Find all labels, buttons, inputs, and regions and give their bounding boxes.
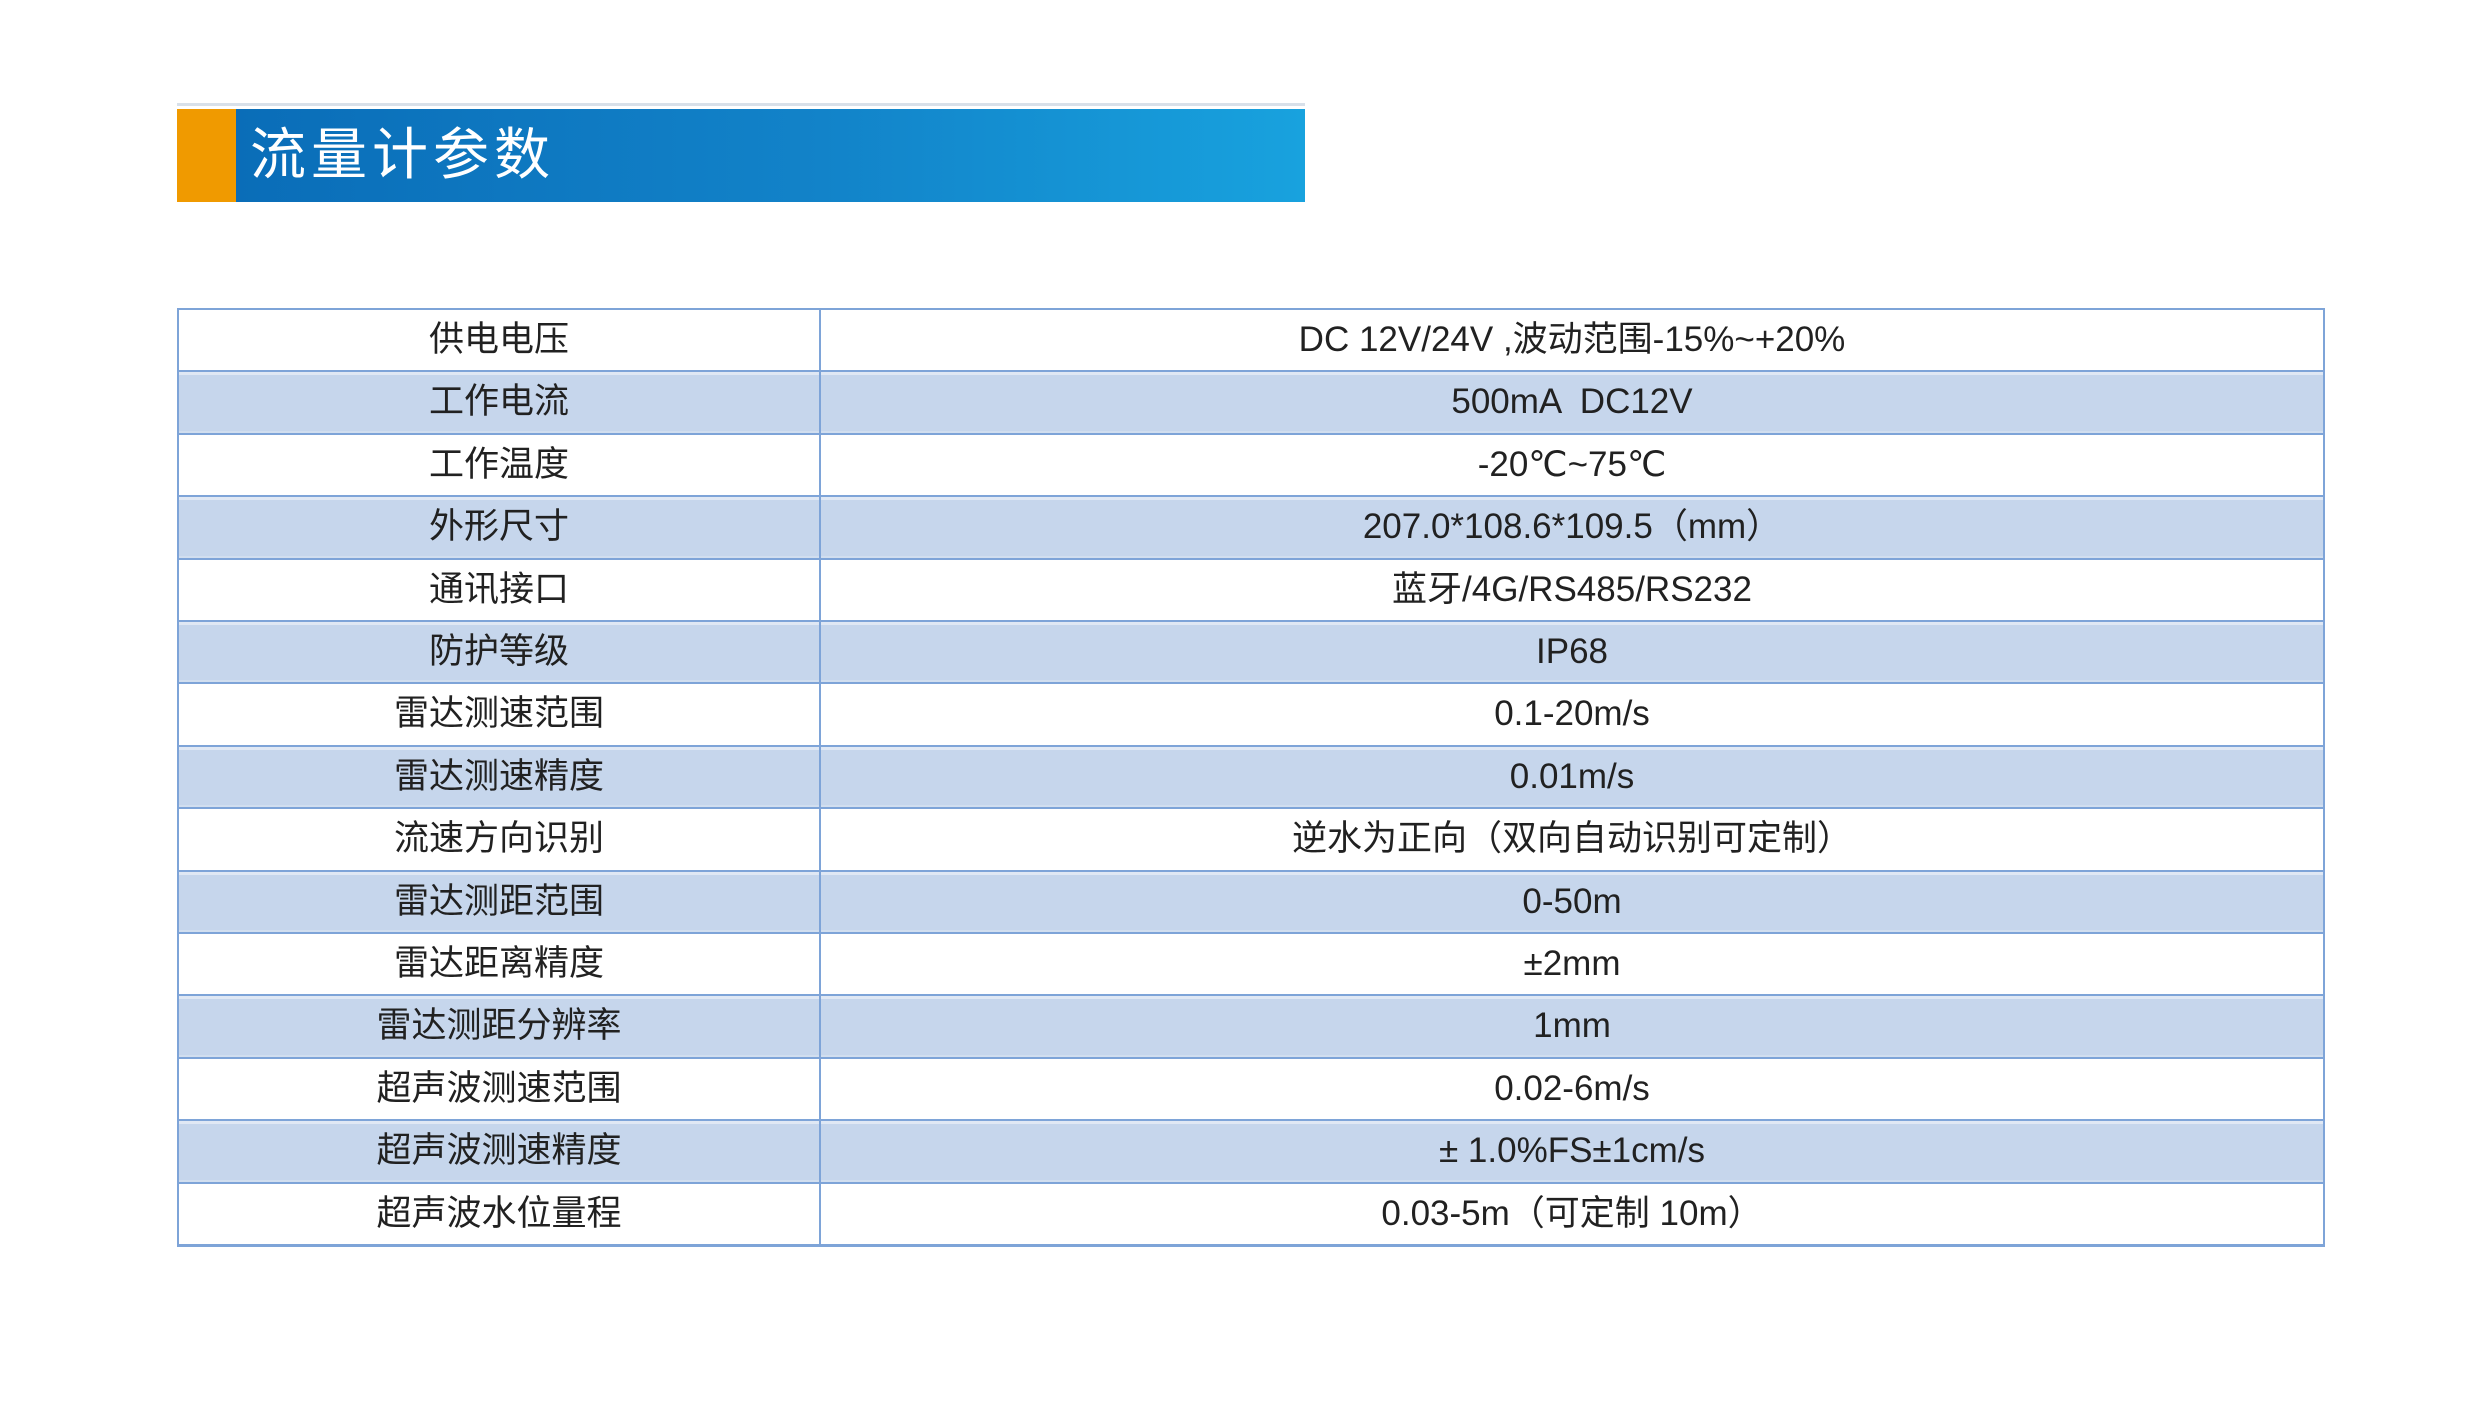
param-value: IP68 [1536, 631, 1608, 671]
param-value: 500mA DC12V [1451, 382, 1693, 422]
param-name: 超声波测速范围 [179, 1058, 821, 1120]
param-value: 0-50m [1522, 881, 1622, 921]
page-title: 流量计参数 [250, 124, 555, 187]
param-name: 工作电流 [179, 372, 821, 433]
table-row: 防护等级 IP68 [179, 620, 2323, 683]
param-value: DC 12V/24V ,波动范围-15%~+20% [1298, 319, 1846, 359]
param-name: 雷达测速精度 [179, 746, 821, 808]
param-name: 供电电压 [179, 310, 821, 371]
param-name: 外形尺寸 [179, 497, 821, 558]
param-name: 雷达测速范围 [179, 684, 821, 745]
param-name: 雷达距离精度 [179, 934, 821, 995]
banner-accent-block [177, 109, 236, 202]
param-name: 超声波测速精度 [179, 1121, 821, 1182]
table-row: 雷达测速精度 0.01m/s [179, 744, 2323, 808]
table-row: 流速方向识别 逆水为正向（双向自动识别可定制） [179, 807, 2323, 870]
table-row: 外形尺寸 207.0*108.6*109.5（mm） [179, 495, 2323, 558]
table-row: 工作电流 500mA DC12V [179, 370, 2323, 433]
spec-table: 供电电压 DC 12V/24V ,波动范围-15%~+20% 工作电流 500m… [177, 308, 2325, 1247]
param-value: 1mm [1533, 1006, 1611, 1046]
table-row: 雷达测距范围 0-50m [179, 869, 2323, 933]
param-value: ±2mm [1523, 944, 1621, 984]
table-row: 供电电压 DC 12V/24V ,波动范围-15%~+20% [179, 310, 2323, 371]
param-name: 通讯接口 [179, 559, 821, 621]
table-row: 工作温度 -20℃~75℃ [179, 432, 2323, 496]
param-name: 雷达测距范围 [179, 871, 821, 933]
table-row: 雷达测距分辨率 1mm [179, 994, 2323, 1057]
param-value: 逆水为正向（双向自动识别可定制） [1291, 819, 1852, 859]
banner-top-edge [177, 103, 1305, 106]
param-value: 蓝牙/4G/RS485/RS232 [1392, 569, 1752, 609]
table-row: 超声波水位量程 0.03-5m（可定制 10m） [179, 1181, 2323, 1245]
table-row: 超声波测速范围 0.02-6m/s [179, 1056, 2323, 1120]
param-value: 0.01m/s [1509, 756, 1635, 796]
param-value: ± 1.0%FS±1cm/s [1439, 1131, 1705, 1171]
param-name: 防护等级 [179, 622, 821, 683]
table-row: 雷达距离精度 ±2mm [179, 932, 2323, 995]
section-banner: 流量计参数 [177, 103, 1305, 202]
param-name: 工作温度 [179, 434, 821, 496]
table-row: 雷达测速范围 0.1-20m/s [179, 682, 2323, 745]
param-name: 流速方向识别 [179, 809, 821, 870]
banner-body: 流量计参数 [236, 109, 1305, 202]
table-row: 通讯接口 蓝牙/4G/RS485/RS232 [179, 557, 2323, 621]
param-value: 0.03-5m（可定制 10m） [1381, 1193, 1763, 1233]
table-row: 超声波测速精度 ± 1.0%FS±1cm/s [179, 1119, 2323, 1182]
param-value: 0.1-20m/s [1494, 694, 1650, 734]
param-value: 0.02-6m/s [1494, 1068, 1650, 1108]
param-name: 雷达测距分辨率 [179, 996, 821, 1057]
param-name: 超声波水位量程 [179, 1183, 821, 1245]
param-value: -20℃~75℃ [1477, 444, 1667, 484]
param-value: 207.0*108.6*109.5（mm） [1362, 507, 1782, 547]
